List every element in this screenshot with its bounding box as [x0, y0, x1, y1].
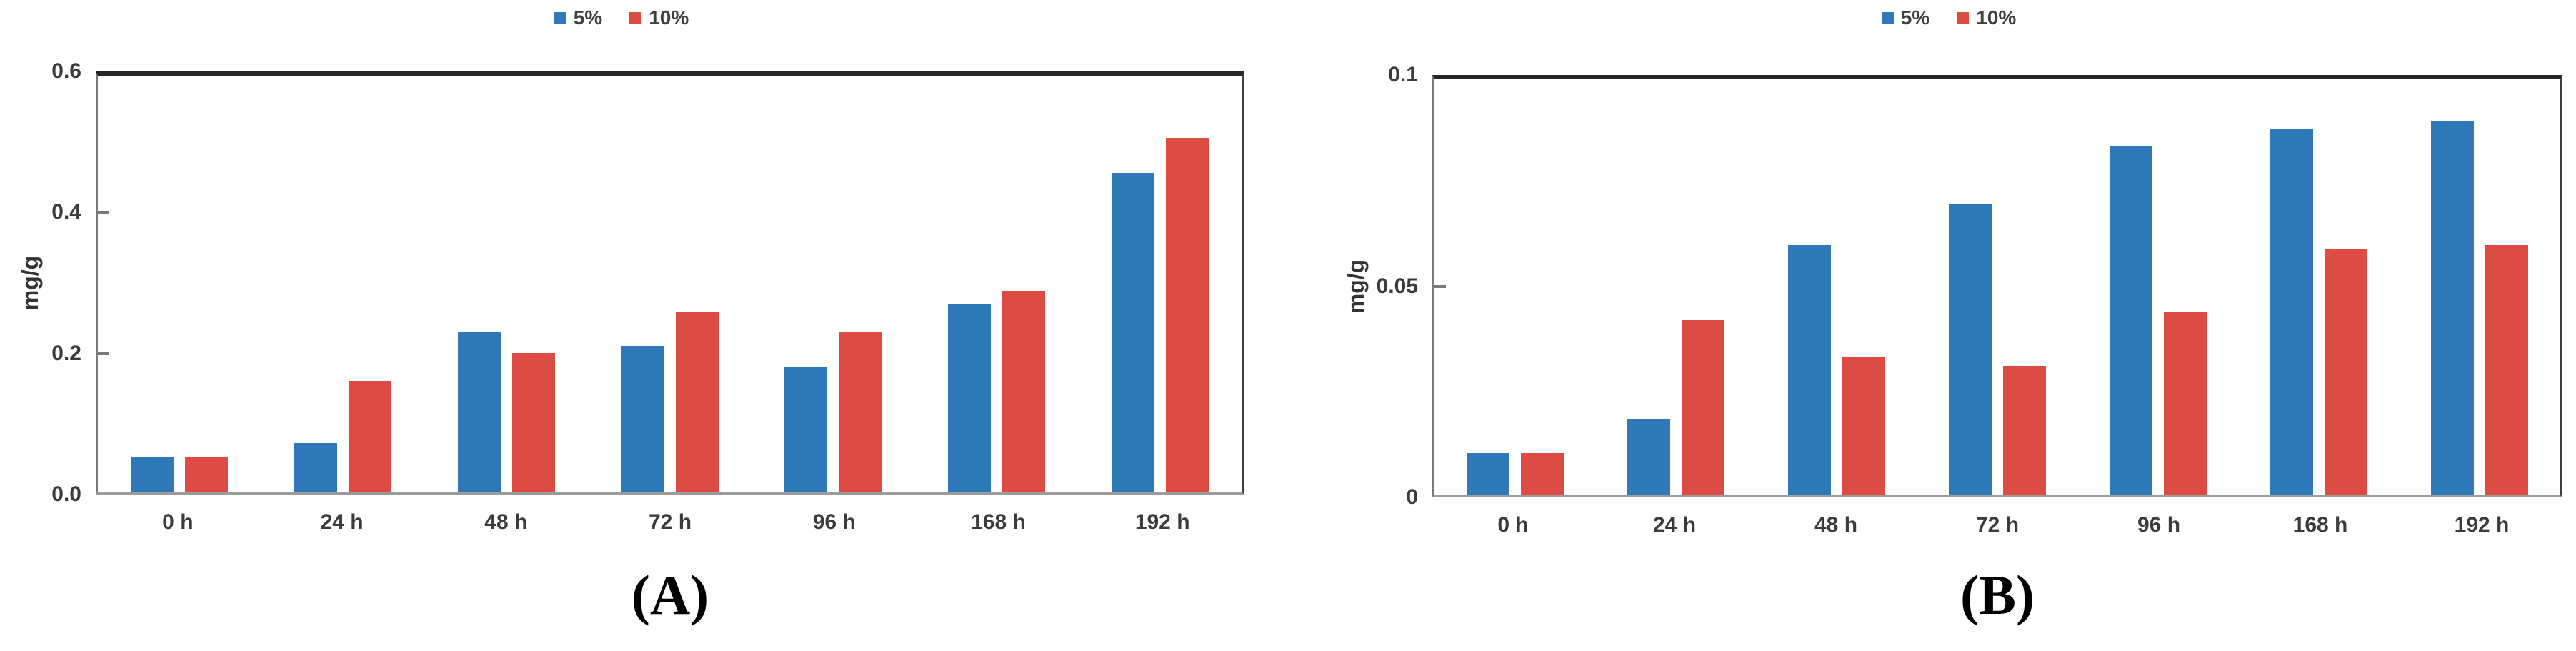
figure-caption: (A)	[631, 564, 709, 626]
x-tick-label: 48 h	[1814, 513, 1858, 537]
legend-item: 10%	[1957, 6, 2016, 29]
bar-10%-192h	[1165, 138, 1209, 492]
y-tick-label: 0	[1406, 485, 1418, 509]
plot-area	[96, 71, 1244, 495]
x-tick-label: 168 h	[2292, 513, 2348, 537]
y-tick-label: 0.2	[51, 341, 81, 365]
bar-10%-168h	[2324, 249, 2367, 495]
x-tick-label: 72 h	[1975, 513, 2020, 537]
bar-group-0h	[98, 76, 261, 492]
bar-group-72h	[588, 76, 752, 492]
bar-group-48h	[424, 76, 588, 492]
bar-groups	[98, 76, 1242, 492]
legend-label: 5%	[573, 6, 603, 29]
y-tick-label: 0.05	[1376, 274, 1418, 298]
y-tick-mark	[98, 352, 109, 355]
x-tick-label: 24 h	[1652, 513, 1697, 537]
bar-10%-96h	[2163, 312, 2207, 495]
x-tick-label: 96 h	[2137, 513, 2181, 537]
bar-5%-96h	[784, 367, 828, 492]
legend-swatch-icon	[554, 11, 566, 24]
bar-10%-24h	[349, 380, 392, 492]
legend-item: 5%	[554, 6, 602, 29]
bar-10%-0h	[185, 457, 229, 492]
legend-item: 10%	[629, 6, 689, 29]
y-tick-mark	[1434, 284, 1446, 288]
bar-group-0h	[1434, 79, 1595, 495]
legend-label: 10%	[649, 6, 689, 29]
y-tick-label: 0.1	[1388, 63, 1418, 86]
legend-swatch-icon	[629, 11, 642, 24]
bar-5%-24h	[1627, 419, 1670, 495]
x-tick-label: 0 h	[1497, 513, 1529, 537]
bar-5%-48h	[457, 332, 501, 492]
legend-swatch-icon	[1881, 11, 1894, 24]
y-tick-label: 0.0	[51, 482, 81, 506]
bar-10%-72h	[2002, 365, 2046, 495]
bar-5%-192h	[2430, 121, 2474, 495]
bar-10%-72h	[675, 311, 719, 492]
bar-10%-0h	[1520, 452, 1564, 495]
bar-group-192h	[2399, 79, 2560, 495]
legend-item: 5%	[1881, 6, 1930, 29]
bar-5%-192h	[1111, 172, 1154, 492]
bar-5%-168h	[2270, 129, 2313, 495]
chart-figure-A: 5% 10% mg/g 0 h 24 h 48 h 72 h 96 h 168 h 192 h…	[17, 6, 1244, 626]
x-tick-label: 192 h	[2454, 513, 2510, 537]
bar-10%-48h	[1842, 357, 1885, 495]
x-tick-label: 0 h	[162, 510, 194, 534]
chart-figure-B: 5% 10% mg/g 0 h 24 h 48 h 72 h 96 h 168 h 192 h…	[1288, 0, 2576, 651]
bar-group-192h	[1078, 76, 1242, 492]
x-tick-label: 192 h	[1134, 510, 1190, 534]
bar-10%-96h	[839, 332, 882, 492]
x-axis-labels: 0 h 24 h 48 h 72 h 96 h 168 h 192 h	[96, 510, 1244, 535]
legend: 5% 10%	[47, 6, 1196, 30]
bar-10%-168h	[1002, 290, 1045, 492]
bar-group-96h	[752, 76, 915, 492]
bar-10%-24h	[1681, 319, 1724, 495]
legend-label: 10%	[1976, 6, 2017, 29]
x-tick-label: 96 h	[812, 510, 856, 534]
x-tick-label: 168 h	[971, 510, 1026, 534]
bar-5%-0h	[131, 457, 174, 492]
bar-group-24h	[261, 76, 425, 492]
bar-5%-72h	[621, 346, 664, 492]
bar-group-168h	[915, 76, 1079, 492]
bar-5%-96h	[2109, 145, 2152, 495]
legend-swatch-icon	[1957, 11, 1970, 24]
bar-group-168h	[2238, 79, 2399, 495]
bar-group-24h	[1595, 79, 1756, 495]
bar-5%-48h	[1787, 245, 1831, 495]
x-tick-label: 24 h	[320, 510, 364, 534]
bar-5%-24h	[294, 443, 338, 492]
bar-10%-48h	[511, 353, 555, 492]
bar-group-48h	[1756, 79, 1917, 495]
y-tick-label: 0.6	[51, 59, 81, 83]
bar-groups	[1434, 79, 2560, 495]
figure-caption: (B)	[1960, 564, 2035, 626]
y-axis-label: mg/g	[17, 255, 43, 311]
y-tick-mark	[98, 211, 109, 214]
bar-group-96h	[2077, 79, 2238, 495]
x-axis-labels: 0 h 24 h 48 h 72 h 96 h 168 h 192 h	[1432, 513, 2562, 537]
bar-5%-168h	[947, 304, 991, 492]
x-tick-label: 72 h	[649, 510, 692, 534]
bar-10%-192h	[2485, 245, 2528, 495]
legend-label: 5%	[1900, 6, 1930, 29]
bar-5%-0h	[1466, 452, 1509, 495]
bar-5%-72h	[1948, 204, 1992, 495]
x-tick-label: 48 h	[484, 510, 528, 534]
y-tick-label: 0.4	[51, 200, 81, 224]
bar-group-72h	[1917, 79, 2077, 495]
plot-area	[1432, 75, 2562, 497]
legend: 5% 10%	[1384, 6, 2514, 30]
